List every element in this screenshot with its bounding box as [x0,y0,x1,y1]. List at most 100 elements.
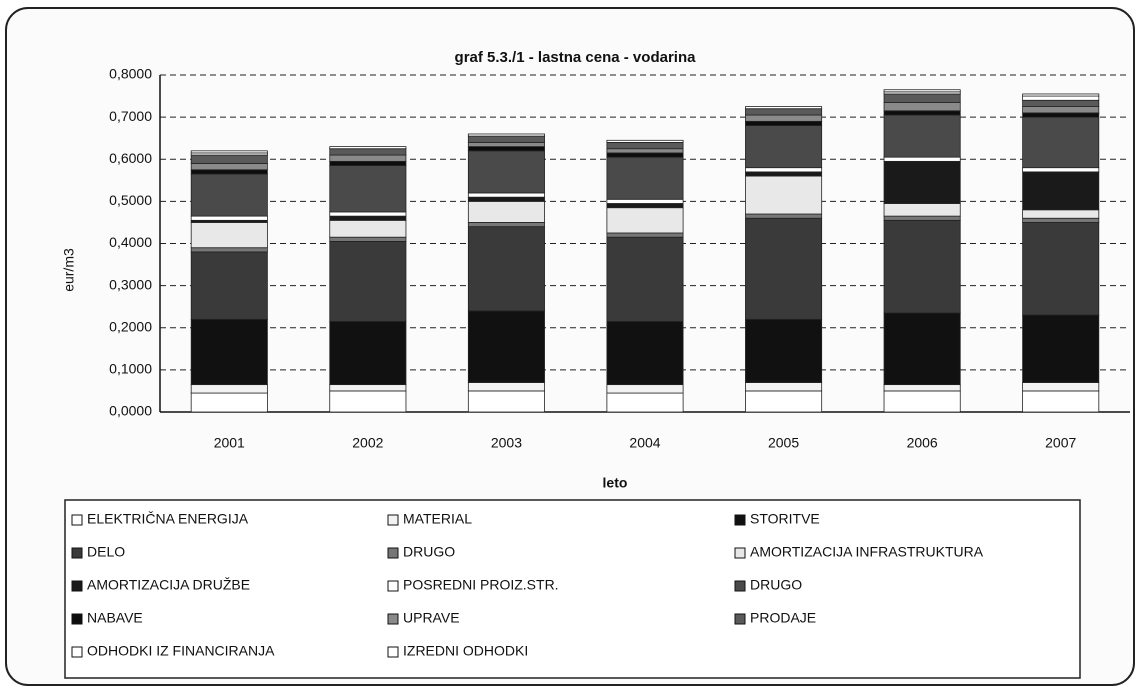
legend-swatch [71,580,83,592]
bar-segment [190,150,268,154]
bar-segment [1022,106,1100,114]
bar-segment [467,310,545,383]
bar-segment [745,114,823,122]
legend-label: DELO [87,544,125,560]
bar-segment [745,175,823,215]
bar-segment [190,384,268,394]
x-tick-label: 2006 [907,435,938,451]
legend-swatch [387,547,399,559]
bar-segment [745,106,823,110]
bar-segment [329,390,407,413]
bar-segment [606,148,684,154]
bar-segment [883,156,961,162]
bar-segment [190,154,268,164]
bar-segment [1022,209,1100,219]
legend-swatch [71,646,83,658]
bar-segment [329,321,407,386]
bar-segment [1022,93,1100,97]
legend-label: UPRAVE [403,610,460,626]
bar-segment [190,163,268,171]
legend-swatch [734,613,746,625]
y-axis-label: eur/m3 [61,248,77,292]
y-tick-label: 0,8000 [109,66,152,82]
legend [64,499,1081,679]
bar-segment [190,169,268,175]
legend-label: ODHODKI IZ FINANCIRANJA [87,643,275,659]
bar-segment [745,318,823,383]
bar-segment [606,321,684,386]
legend-label: AMORTIZACIJA INFRASTRUKTURA [750,544,984,560]
x-tick-label: 2002 [352,435,383,451]
legend-label: PRODAJE [750,610,816,626]
bar-segment [467,133,545,137]
bar-segment [467,141,545,148]
bar-segment [883,384,961,392]
bar-segment [883,219,961,314]
bar-segment [606,198,684,204]
bar-segment [467,200,545,223]
y-tick-label: 0,0000 [109,403,152,419]
bar-segment [329,165,407,213]
bar-segment [190,251,268,320]
bar-segment [606,152,684,158]
legend-swatch [734,514,746,526]
legend-swatch [387,580,399,592]
bar-segment [745,108,823,116]
bar-segment [606,384,684,394]
legend-swatch [71,547,83,559]
bar-segment [467,146,545,152]
bar-segment [190,215,268,221]
x-tick-label: 2001 [214,435,245,451]
bar-segment [467,390,545,413]
bar-segment [190,222,268,249]
bar-segment [883,160,961,204]
legend-label: DRUGO [750,577,802,593]
bar-segment [329,154,407,162]
y-tick-label: 0,4000 [109,234,152,250]
bar-segment [329,160,407,166]
bar-segment [1022,222,1100,316]
bar-segment [883,203,961,217]
legend-swatch [387,514,399,526]
bar-segment [190,392,268,413]
y-tick-label: 0,3000 [109,276,152,292]
bar-segment [606,141,684,150]
bar-segment [190,173,268,217]
bar-segment [329,215,407,221]
bar-segment [329,236,407,242]
legend-label: AMORTIZACIJA DRUŽBE [87,577,250,593]
bar-segment [745,171,823,177]
bar-segment [329,240,407,322]
legend-label: POSREDNI PROIZ.STR. [403,577,559,593]
x-tick-label: 2005 [768,435,799,451]
bar-segment [1022,99,1100,107]
bar-segment [745,382,823,392]
legend-label: NABAVE [87,610,143,626]
legend-swatch [387,646,399,658]
y-tick-label: 0,7000 [109,108,152,124]
legend-swatch [71,613,83,625]
y-tick-label: 0,5000 [109,192,152,208]
bar-segment [606,203,684,209]
bar-segment [467,196,545,202]
bar-segment [1022,314,1100,383]
bar-segment [883,390,961,413]
bar-segment [467,150,545,194]
x-tick-label: 2004 [629,435,660,451]
bar-segment [606,207,684,234]
legend-label: DRUGO [403,544,455,560]
bar-segment [745,217,823,320]
bar-segment [467,382,545,392]
legend-label: IZREDNI ODHODKI [403,643,528,659]
y-tick-label: 0,1000 [109,361,152,377]
bar-segment [745,390,823,413]
bar-segment [1022,116,1100,169]
bar-segment [883,110,961,116]
bar-segment [190,318,268,386]
bar-segment [190,247,268,253]
bar-segment [606,392,684,413]
bar-segment [467,135,545,143]
bar-segment [467,226,545,312]
bar-segment [329,148,407,156]
